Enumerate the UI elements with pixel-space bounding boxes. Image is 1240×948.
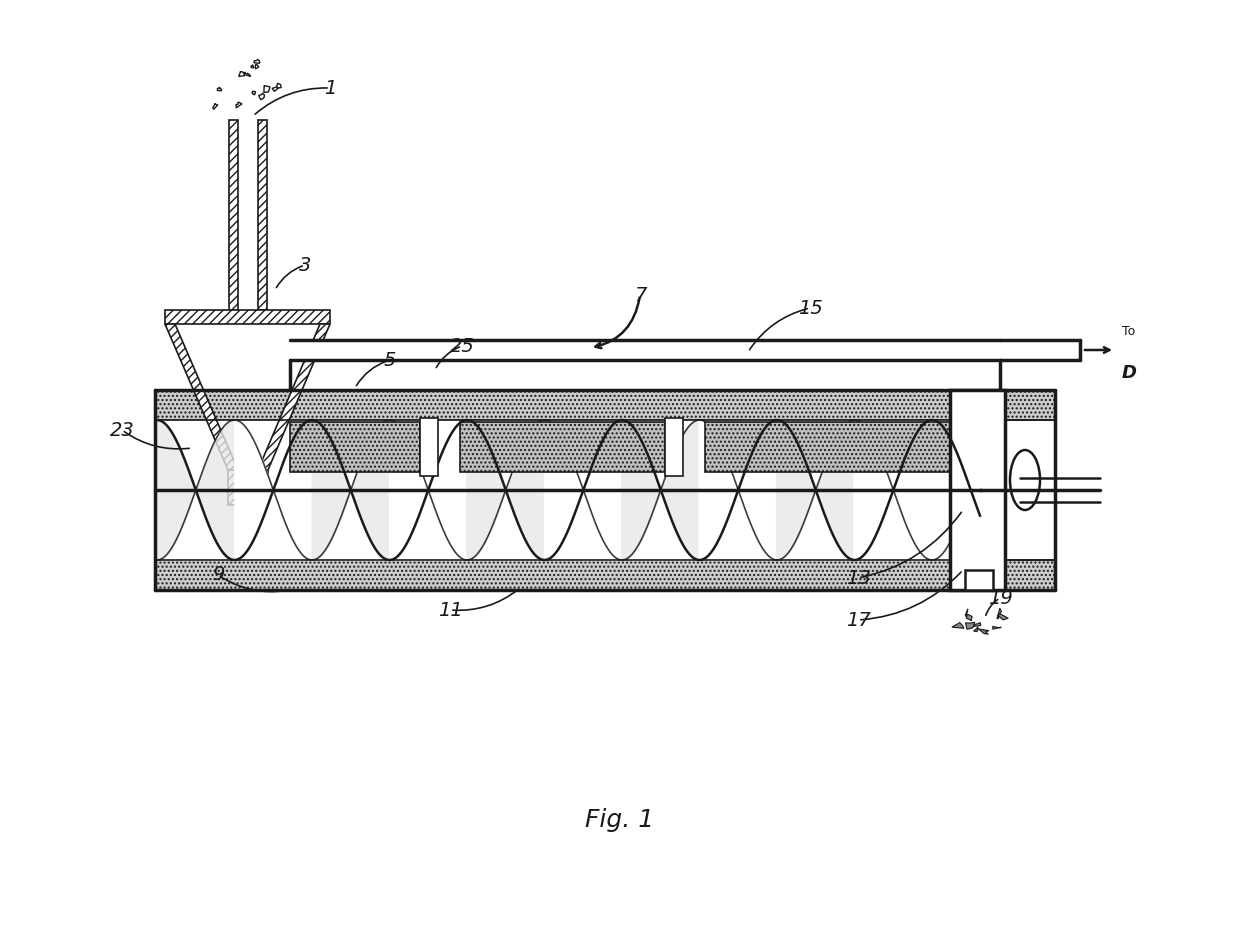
Polygon shape: [966, 609, 967, 616]
Polygon shape: [236, 102, 242, 108]
Bar: [155, 390, 1055, 420]
Text: 13: 13: [846, 569, 870, 588]
Polygon shape: [229, 120, 238, 310]
Polygon shape: [228, 470, 268, 505]
Polygon shape: [997, 614, 1008, 620]
Polygon shape: [272, 86, 280, 91]
Bar: [290, 340, 999, 360]
Bar: [706, 422, 999, 472]
Bar: [156, 420, 1054, 560]
Polygon shape: [259, 94, 264, 100]
Polygon shape: [997, 609, 1002, 619]
Bar: [290, 422, 420, 472]
Polygon shape: [246, 73, 250, 77]
Polygon shape: [165, 310, 330, 324]
Text: 19: 19: [987, 589, 1012, 608]
Text: 5: 5: [384, 351, 397, 370]
Text: 17: 17: [846, 611, 870, 629]
Bar: [950, 390, 1004, 590]
Bar: [665, 418, 683, 476]
Text: 23: 23: [109, 421, 134, 440]
Text: 3: 3: [299, 256, 311, 275]
Polygon shape: [952, 623, 963, 629]
Text: 25: 25: [450, 337, 475, 356]
Text: Fig. 1: Fig. 1: [585, 808, 655, 832]
Polygon shape: [165, 324, 238, 470]
Text: 1: 1: [324, 79, 336, 98]
Polygon shape: [250, 64, 254, 68]
Bar: [460, 422, 665, 472]
Text: 7: 7: [634, 285, 646, 304]
Polygon shape: [258, 324, 330, 470]
Bar: [155, 560, 1055, 590]
Text: 15: 15: [797, 299, 822, 318]
Bar: [965, 570, 993, 590]
Polygon shape: [258, 120, 267, 310]
Text: 9: 9: [212, 566, 224, 585]
Polygon shape: [966, 614, 972, 621]
Text: To: To: [1122, 325, 1136, 338]
Polygon shape: [978, 629, 990, 634]
Polygon shape: [217, 87, 222, 91]
Polygon shape: [255, 64, 259, 69]
Polygon shape: [973, 623, 981, 627]
Polygon shape: [264, 85, 270, 92]
Polygon shape: [966, 622, 975, 629]
Text: 11: 11: [438, 600, 463, 619]
Polygon shape: [252, 91, 255, 95]
Polygon shape: [239, 72, 246, 74]
Polygon shape: [973, 627, 978, 631]
Polygon shape: [254, 60, 259, 64]
Text: D: D: [1122, 364, 1137, 382]
Polygon shape: [277, 83, 281, 88]
Polygon shape: [238, 72, 246, 77]
Bar: [420, 418, 438, 476]
Polygon shape: [213, 103, 218, 109]
Polygon shape: [993, 627, 1001, 629]
